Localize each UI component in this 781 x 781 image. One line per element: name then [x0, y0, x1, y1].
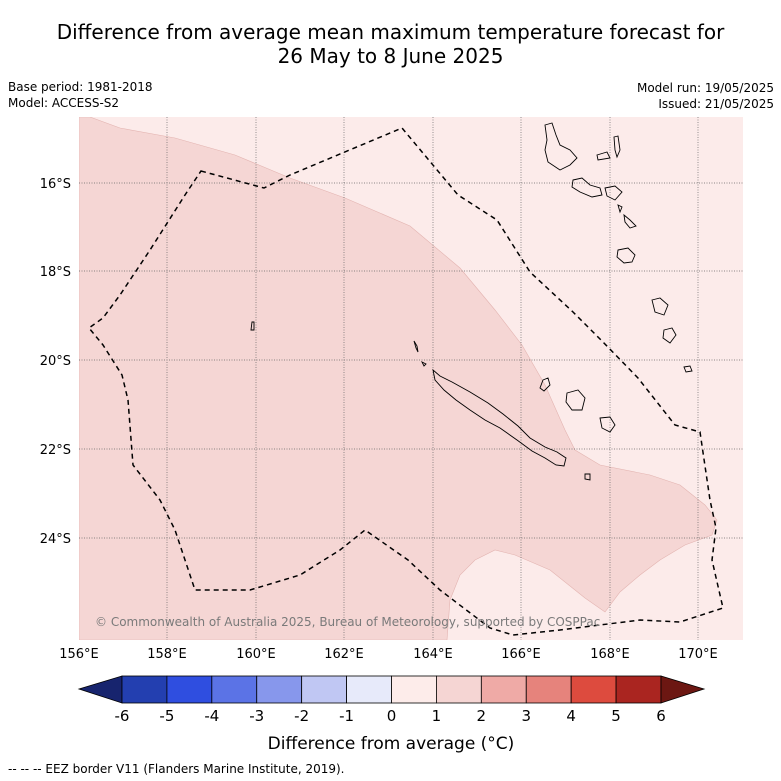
colorbar-cell	[346, 675, 392, 704]
loyalty-islands-coast	[539, 377, 551, 392]
colorbar-tick-label: -5	[159, 707, 174, 725]
colorbar-tick-label: 2	[477, 707, 487, 725]
lon-label: 160°E	[236, 647, 276, 662]
colorbar-tick-label: 0	[387, 707, 397, 725]
lon-label: 156°E	[59, 647, 99, 662]
colorbar-cell	[301, 675, 347, 704]
lon-label: 158°E	[147, 647, 187, 662]
longitude-labels: 156°E 158°E 160°E 162°E 164°E 166°E 168°…	[59, 647, 718, 662]
colorbar-tick-label: 3	[521, 707, 531, 725]
eez-legend-note: -- -- -- EEZ border V11 (Flanders Marine…	[8, 762, 345, 776]
eez-border	[87, 127, 724, 636]
copyright-text: © Commonwealth of Australia 2025, Bureau…	[95, 615, 600, 629]
lon-label: 168°E	[590, 647, 630, 662]
colorbar: -6 -5 -4 -3 -2 -1 0 1 2 3 4 5 6	[77, 675, 706, 725]
colorbar-tick-label: 1	[432, 707, 442, 725]
lat-label: 24°S	[40, 532, 71, 547]
colorbar-tick-label: -6	[115, 707, 130, 725]
map-title-line2: 26 May to 8 June 2025	[277, 44, 504, 68]
vanuatu-coast	[544, 122, 578, 171]
colorbar-cell	[211, 675, 258, 704]
new-caledonia-coast	[432, 368, 567, 467]
colorbar-tick-label: -4	[204, 707, 219, 725]
colorbar-cell	[256, 675, 303, 704]
lon-label: 162°E	[324, 647, 364, 662]
colorbar-cell	[166, 675, 213, 704]
lat-label: 18°S	[40, 265, 71, 280]
colorbar-tick-label: -1	[339, 707, 354, 725]
colorbar-tick-label: 4	[566, 707, 576, 725]
lon-label: 166°E	[501, 647, 541, 662]
model-run: Model run: 19/05/2025	[636, 81, 774, 95]
lat-label: 20°S	[40, 354, 71, 369]
colorbar-cell	[436, 675, 482, 704]
lat-label: 16°S	[40, 177, 71, 192]
latitude-labels: 16°S 18°S 20°S 22°S 24°S	[40, 177, 71, 547]
gridlines	[79, 117, 743, 640]
colorbar-cell	[525, 675, 572, 704]
colorbar-right-extension	[660, 675, 706, 704]
lat-label: 22°S	[40, 443, 71, 458]
colorbar-cell	[480, 675, 527, 704]
coastlines	[250, 122, 693, 481]
colorbar-cell	[121, 675, 168, 704]
colorbar-left-extension	[77, 675, 123, 704]
colorbar-tick-label: 5	[611, 707, 621, 725]
colorbar-cell	[615, 675, 662, 704]
colorbar-tick-label: -3	[249, 707, 264, 725]
map-title-line1: Difference from average mean maximum tem…	[56, 20, 725, 44]
colorbar-cell	[391, 675, 437, 704]
colorbar-tick-label: -2	[294, 707, 309, 725]
base-period: Base period: 1981-2018	[8, 80, 153, 94]
issued-date: Issued: 21/05/2025	[658, 97, 774, 111]
colorbar-cell	[570, 675, 617, 704]
model-name: Model: ACCESS-S2	[8, 96, 120, 110]
anomaly-region-1-to-2	[79, 117, 718, 640]
lon-label: 164°E	[413, 647, 453, 662]
colorbar-title: Difference from average (°C)	[268, 734, 515, 754]
colorbar-tick-label: 6	[656, 707, 666, 725]
lon-label: 170°E	[678, 647, 718, 662]
